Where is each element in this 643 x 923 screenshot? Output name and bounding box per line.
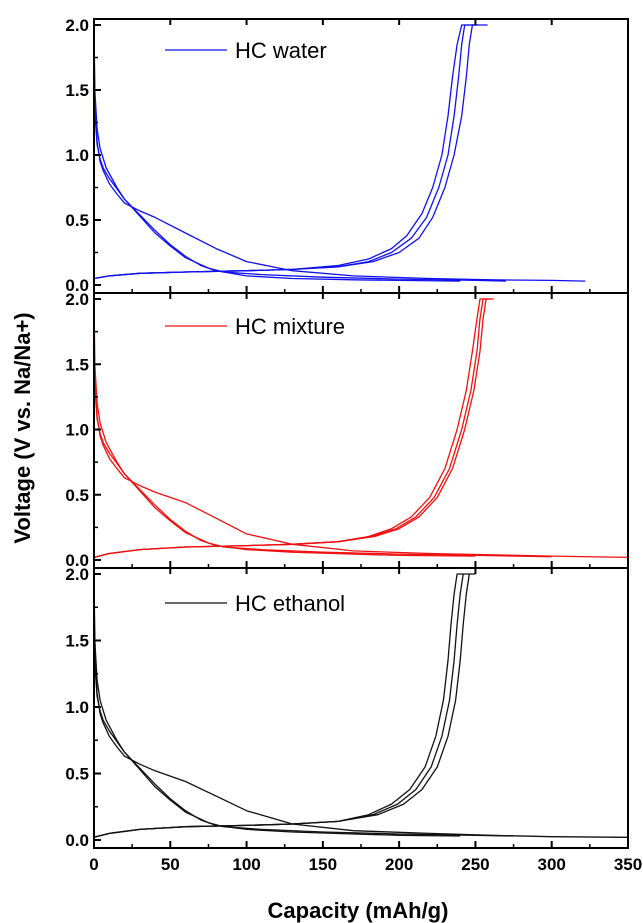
panel-1-series-2 [93,298,552,558]
y-axis-title: Voltage (V vs. Na/Na+) [10,312,35,543]
panel-2-series-2 [93,573,514,837]
x-axis-title: Capacity (mAh/g) [268,898,449,923]
panel-2-series-1 [93,573,461,837]
panel-2-legend-label: HC ethanol [235,591,345,616]
panel-2-series-0 [93,573,629,838]
x-tick-label-2: 100 [232,855,260,874]
panel-0-frame [93,18,629,294]
panel-0: 0.0 0.5 1.0 1.5 2.0 HC water [65,16,629,295]
panel-2-series-5 [93,573,476,838]
panel-0-legend-label: HC water [235,38,327,63]
panel-1-y-tick-label-3: 1.5 [65,355,89,374]
panel-0-y-tick-label-3: 1.5 [65,81,89,100]
x-tick-label-0: 0 [89,855,98,874]
panels-layer: 0.0 0.5 1.0 1.5 2.0 HC water 0.0 0.5 1.0 1.5 2.0 HC… [65,16,642,874]
panel-2-frame [93,567,629,849]
panel-2-y-tick-label-1: 0.5 [65,765,89,784]
panel-1: 0.0 0.5 1.0 1.5 2.0 HC mixture [65,290,629,570]
panel-1-frame [93,292,629,569]
panel-1-y-tick-label-0: 0.0 [65,551,89,570]
x-tick-label-5: 250 [461,855,489,874]
x-tick-label-4: 200 [385,855,413,874]
x-tick-label-7: 350 [614,855,642,874]
panel-0-series-5 [93,24,479,280]
panel-1-series-5 [93,298,494,559]
panel-0-series-2 [93,24,506,282]
x-tick-label-6: 300 [538,855,566,874]
panel-2-y-tick-label-0: 0.0 [65,831,89,850]
x-tick-label-1: 50 [161,855,180,874]
panel-0-y-tick-label-4: 2.0 [65,16,89,35]
panel-2: 0.0 0.5 1.0 1.5 2.0 HC ethanol [65,565,629,850]
panel-0-series-3 [93,24,488,280]
panel-2-y-tick-label-3: 1.5 [65,632,89,651]
panel-0-series-4 [93,24,476,280]
x-tick-label-3: 150 [309,855,337,874]
panel-1-series-0 [93,298,629,559]
panel-0-series-1 [93,24,461,282]
panel-0-y-tick-label-1: 0.5 [65,211,89,230]
panel-0-y-tick-label-2: 1.0 [65,146,89,165]
panel-1-legend-label: HC mixture [235,314,345,339]
panel-1-series-1 [93,298,476,557]
panel-2-y-tick-label-2: 1.0 [65,698,89,717]
panel-1-y-tick-label-2: 1.0 [65,421,89,440]
panel-2-y-tick-label-4: 2.0 [65,565,89,584]
panel-1-y-tick-label-4: 2.0 [65,290,89,309]
panel-0-y-tick-label-0: 0.0 [65,276,89,295]
panel-1-y-tick-label-1: 0.5 [65,486,89,505]
